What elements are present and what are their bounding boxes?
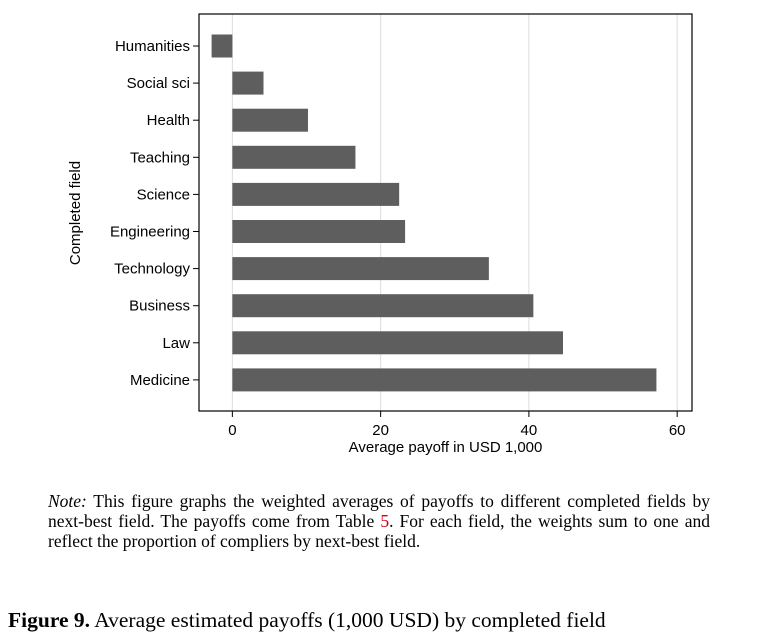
y-tick-label-teaching: Teaching: [130, 149, 190, 166]
bar-medicine: [232, 368, 657, 392]
figure-number: Figure 9.: [8, 608, 91, 632]
bar-engineering: [232, 220, 406, 243]
note-label: Note:: [48, 491, 87, 511]
figure-note: Note: This figure graphs the weighted av…: [48, 491, 710, 551]
y-tick-label-business: Business: [129, 298, 190, 315]
bar-health: [232, 108, 308, 132]
figure-title: Average estimated payoffs (1,000 USD) by…: [90, 608, 606, 632]
y-tick-label-social-sci: Social sci: [127, 75, 190, 92]
y-tick-label-science: Science: [137, 186, 190, 203]
bar-science: [232, 182, 400, 206]
bar-technology: [232, 257, 489, 281]
y-axis-title: Completed field: [67, 161, 84, 265]
y-tick-label-medicine: Medicine: [130, 372, 190, 389]
bar-chart: 0 20 40 60 Humanities Social sci Health Teachi…: [67, 13, 693, 456]
y-tick-label-health: Health: [147, 112, 190, 129]
bar-humanities: [211, 34, 233, 58]
note-text-part2: . For each field, the weights sum to one…: [48, 511, 710, 551]
note-text-part1: This figure graphs the weighted averages…: [48, 491, 710, 531]
bar-business: [232, 294, 534, 318]
y-tick-label-technology: Technology: [114, 261, 190, 278]
bar-law: [232, 331, 564, 355]
bar-social-sci: [232, 71, 264, 95]
bar-teaching: [232, 145, 356, 169]
bars: [211, 34, 657, 392]
figure-caption: Figure 9. Average estimated payoffs (1,0…: [8, 608, 758, 633]
plot-frame: [198, 13, 693, 412]
y-axis-labels: Humanities Social sci Health Teaching Scienc…: [110, 38, 199, 389]
y-tick-label-engineering: Engineering: [110, 224, 190, 241]
y-tick-label-humanities: Humanities: [115, 38, 190, 55]
x-tick-label-0: 0: [228, 422, 236, 439]
x-tick-label-60: 60: [669, 422, 686, 439]
x-axis-ticks: 0 20 40 60: [228, 411, 686, 439]
x-axis-title: Average payoff in USD 1,000: [349, 439, 543, 456]
x-tick-label-20: 20: [372, 422, 389, 439]
x-tick-label-40: 40: [521, 422, 538, 439]
y-tick-label-law: Law: [162, 335, 190, 352]
table-reference-link[interactable]: 5: [380, 511, 390, 531]
